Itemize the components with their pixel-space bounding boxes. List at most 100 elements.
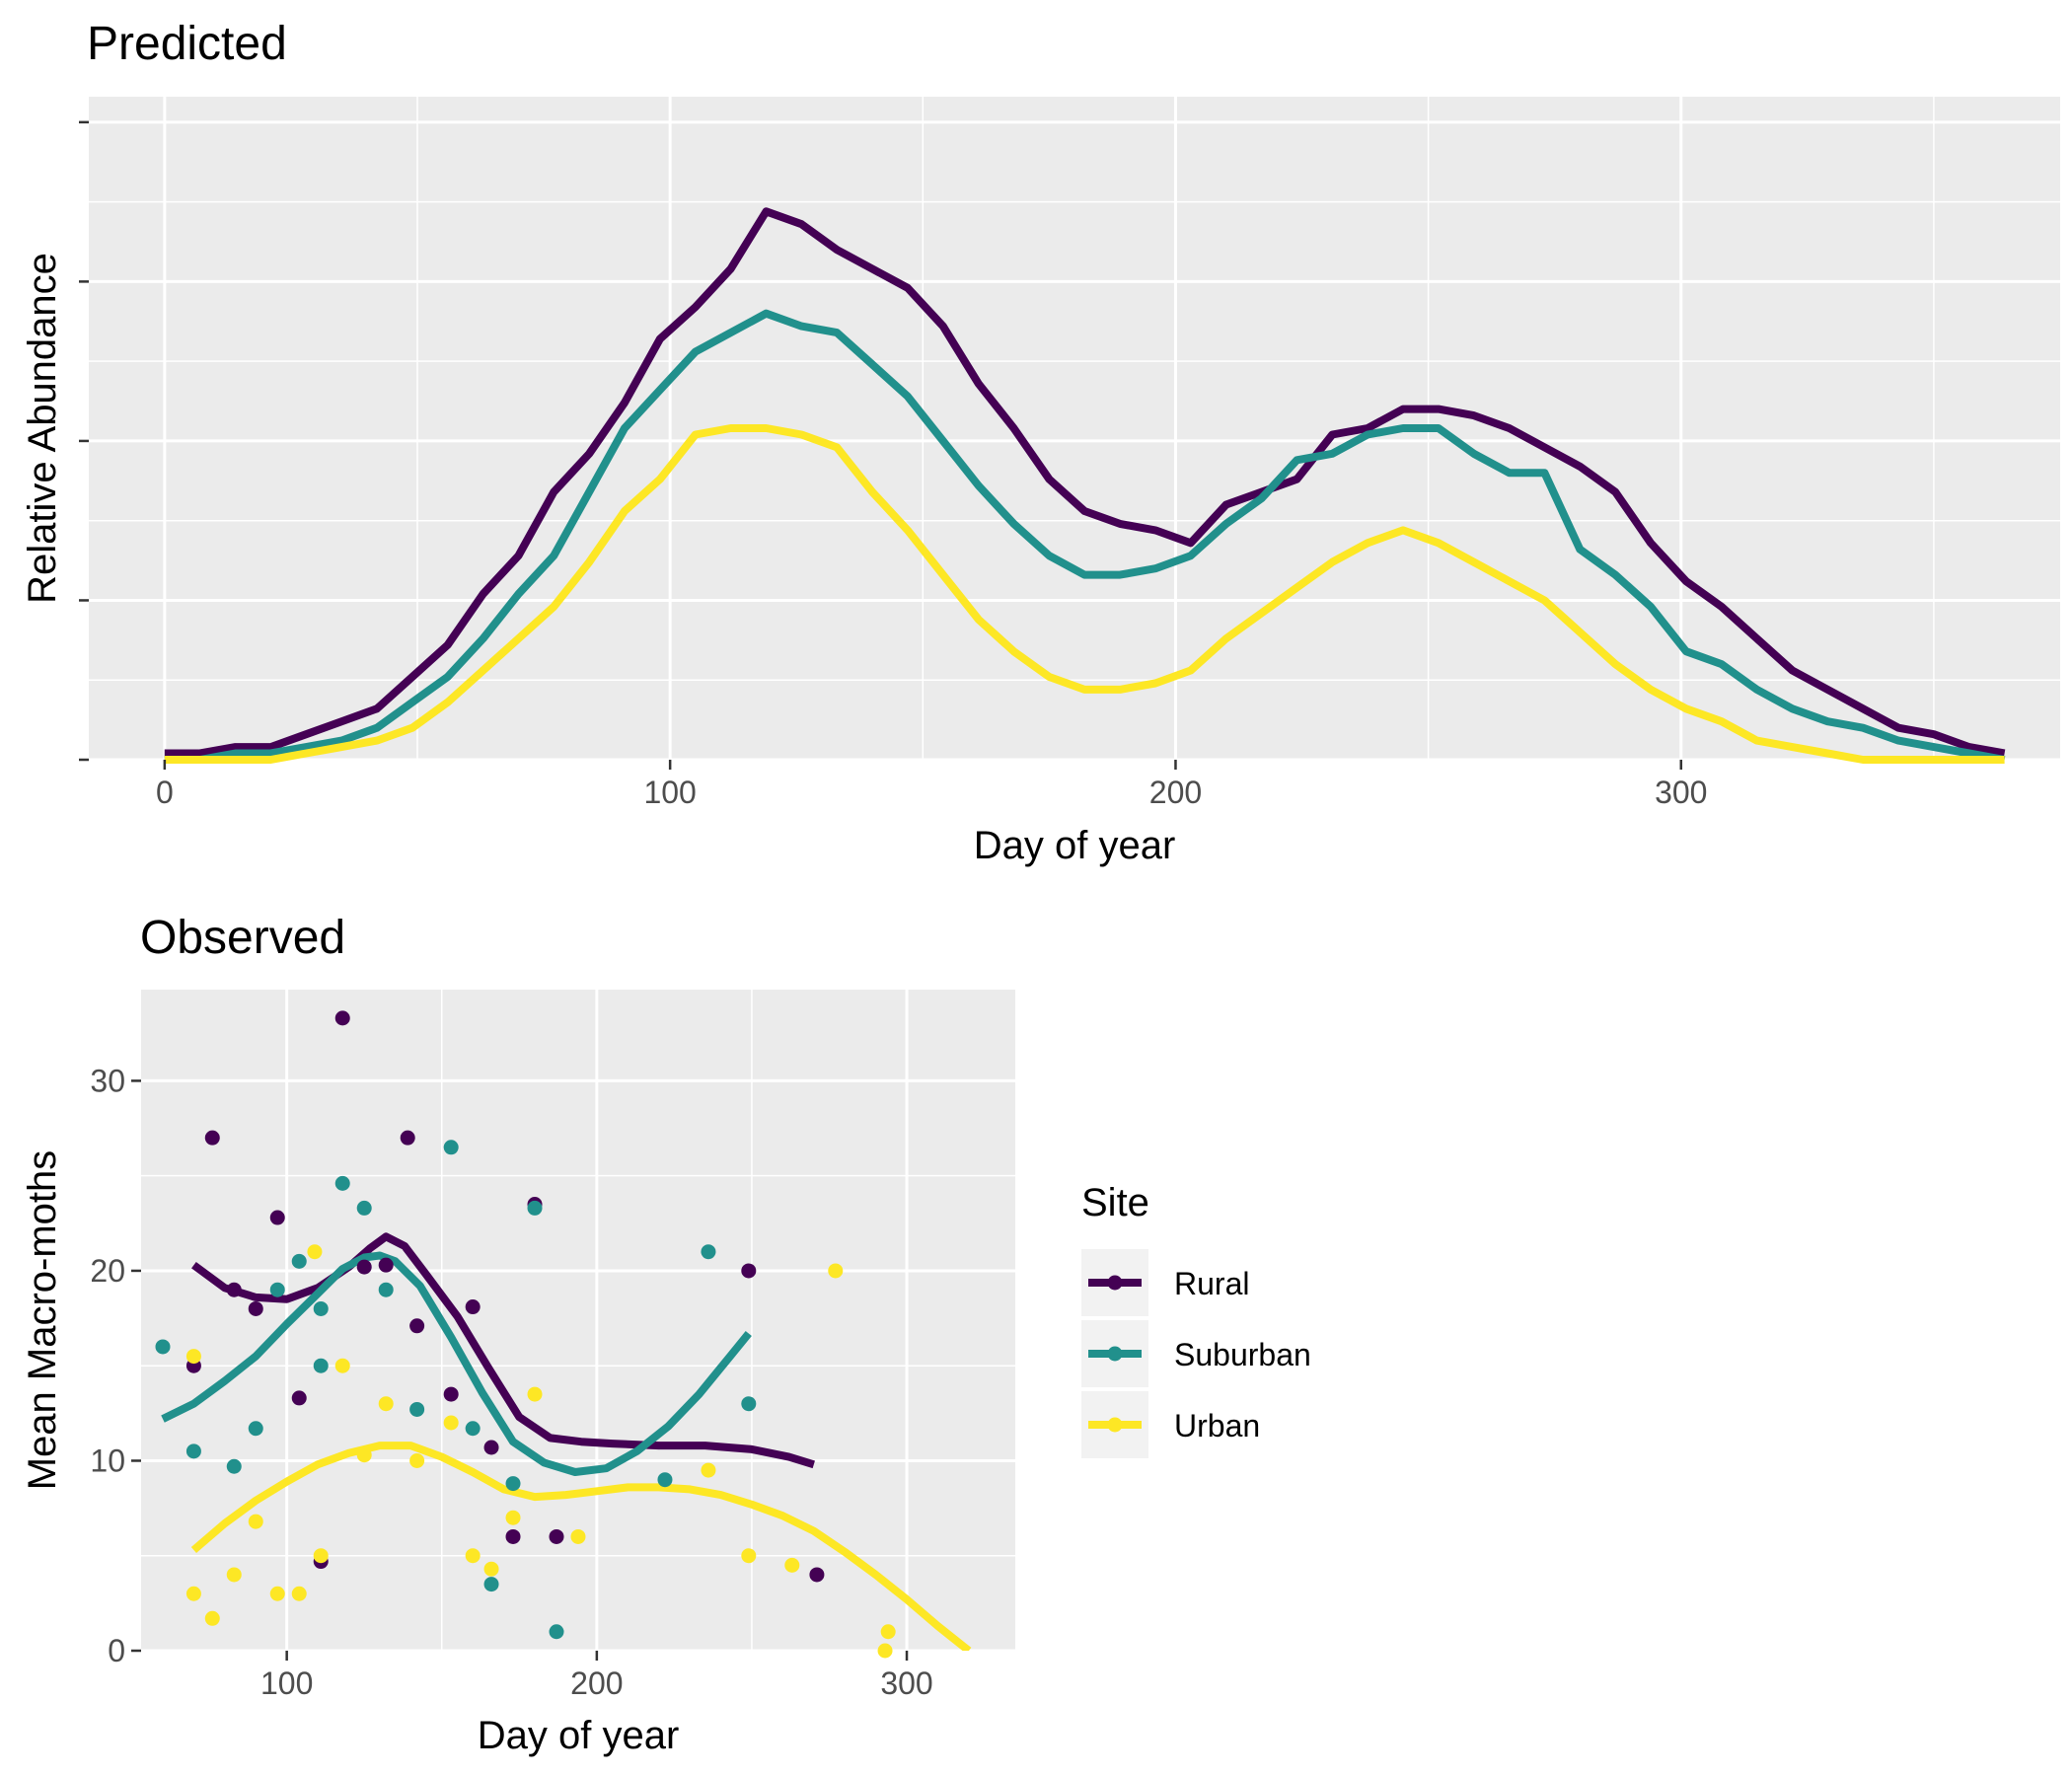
smooth-line-urban <box>190 1442 972 1651</box>
point-rural <box>269 1210 285 1225</box>
point-urban <box>570 1528 586 1544</box>
point-urban <box>226 1567 242 1583</box>
point-suburban <box>248 1421 263 1437</box>
y-tick-label: 0 <box>108 1633 125 1668</box>
observed-x-ticks: 100 200 300 <box>260 1651 933 1701</box>
point-urban <box>313 1548 329 1564</box>
point-urban <box>248 1514 263 1529</box>
point-urban <box>443 1415 459 1431</box>
point-rural <box>334 1010 350 1026</box>
y-tick-label: 20 <box>90 1253 125 1289</box>
point-rural <box>226 1282 242 1297</box>
legend-label-suburban: Suburban <box>1174 1337 1311 1372</box>
legend-key-point-rural <box>1107 1275 1123 1291</box>
point-urban <box>505 1510 521 1525</box>
point-rural <box>443 1386 459 1402</box>
legend-key-point-urban <box>1107 1417 1123 1433</box>
point-rural <box>465 1299 481 1315</box>
point-urban <box>307 1244 323 1260</box>
point-suburban <box>527 1200 543 1216</box>
smooth-line-suburban <box>161 1251 752 1476</box>
point-urban <box>880 1624 896 1640</box>
point-suburban <box>465 1421 481 1437</box>
predicted-y-axis-title: Relative Abundance <box>21 253 64 604</box>
point-suburban <box>657 1472 673 1488</box>
point-suburban <box>155 1339 171 1355</box>
point-suburban <box>226 1458 242 1474</box>
point-suburban <box>313 1300 329 1316</box>
legend-keys: Rural Suburban Urban <box>1081 1249 1311 1458</box>
point-suburban <box>356 1200 372 1216</box>
point-urban <box>378 1396 394 1412</box>
legend-key-point-suburban <box>1107 1346 1123 1362</box>
y-tick-label: 10 <box>90 1443 125 1478</box>
point-suburban <box>483 1577 499 1592</box>
series-line-urban <box>164 424 2005 764</box>
observed-plot-background <box>141 990 1015 1651</box>
point-urban <box>185 1349 201 1365</box>
point-suburban <box>505 1476 521 1492</box>
observed-y-axis-title: Mean Macro-moths <box>21 1150 64 1491</box>
point-urban <box>334 1358 350 1373</box>
observed-x-axis-title: Day of year <box>478 1714 680 1757</box>
point-rural <box>505 1528 521 1544</box>
point-urban <box>483 1561 499 1577</box>
point-suburban <box>549 1624 564 1640</box>
predicted-series-lines <box>164 207 2006 764</box>
x-tick-label: 0 <box>156 775 174 810</box>
point-suburban <box>185 1443 201 1459</box>
x-tick-label: 200 <box>570 1665 623 1701</box>
point-urban <box>828 1263 844 1279</box>
observed-title: Observed <box>140 912 345 964</box>
x-tick-label: 300 <box>880 1665 932 1701</box>
point-rural <box>204 1130 220 1146</box>
point-rural <box>483 1440 499 1455</box>
legend-label-urban: Urban <box>1174 1408 1260 1443</box>
point-rural <box>741 1263 757 1279</box>
y-tick-label: 30 <box>90 1063 125 1098</box>
x-tick-label: 300 <box>1655 775 1707 810</box>
legend-title: Site <box>1081 1181 1149 1224</box>
legend: Site Rural Suburban Urban <box>1081 1181 1311 1458</box>
point-urban <box>356 1447 372 1463</box>
point-suburban <box>378 1282 394 1297</box>
point-rural <box>356 1259 372 1275</box>
observed-points <box>155 1010 896 1659</box>
predicted-title: Predicted <box>87 18 287 70</box>
point-suburban <box>313 1358 329 1373</box>
point-suburban <box>409 1401 425 1417</box>
predicted-gridlines <box>89 97 2060 762</box>
x-tick-label: 100 <box>260 1665 313 1701</box>
point-suburban <box>291 1253 307 1269</box>
predicted-plot-background <box>89 97 2060 760</box>
point-urban <box>269 1586 285 1601</box>
predicted-x-ticks: 0 100 200 300 <box>156 760 1707 810</box>
point-rural <box>409 1318 425 1334</box>
point-urban <box>784 1557 800 1573</box>
observed-smooth-lines <box>161 1232 972 1651</box>
series-line-suburban <box>164 309 2006 764</box>
predicted-y-ticks <box>79 120 89 762</box>
smooth-line-rural <box>191 1232 815 1469</box>
point-rural <box>549 1528 564 1544</box>
point-suburban <box>701 1244 716 1260</box>
point-urban <box>877 1643 893 1659</box>
point-urban <box>409 1452 425 1468</box>
point-urban <box>465 1548 481 1564</box>
point-suburban <box>269 1282 285 1297</box>
observed-y-ticks: 0 10 20 30 <box>90 1063 141 1668</box>
point-suburban <box>443 1140 459 1155</box>
point-suburban <box>741 1396 757 1412</box>
point-urban <box>741 1548 757 1564</box>
point-urban <box>701 1462 716 1478</box>
point-urban <box>204 1610 220 1626</box>
x-tick-label: 200 <box>1149 775 1202 810</box>
predicted-x-axis-title: Day of year <box>974 824 1176 867</box>
point-rural <box>809 1567 825 1583</box>
point-rural <box>378 1257 394 1273</box>
predicted-panel: Predicted 0 100 200 300 Day of year Relativ… <box>21 18 2060 867</box>
observed-panel: Observed 0 10 20 30 100 200 300 Day of year M… <box>21 912 1015 1757</box>
point-urban <box>527 1386 543 1402</box>
point-rural <box>248 1300 263 1316</box>
